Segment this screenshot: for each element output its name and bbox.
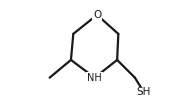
Text: SH: SH xyxy=(137,87,151,98)
Text: NH: NH xyxy=(87,73,102,83)
Text: O: O xyxy=(93,10,101,20)
